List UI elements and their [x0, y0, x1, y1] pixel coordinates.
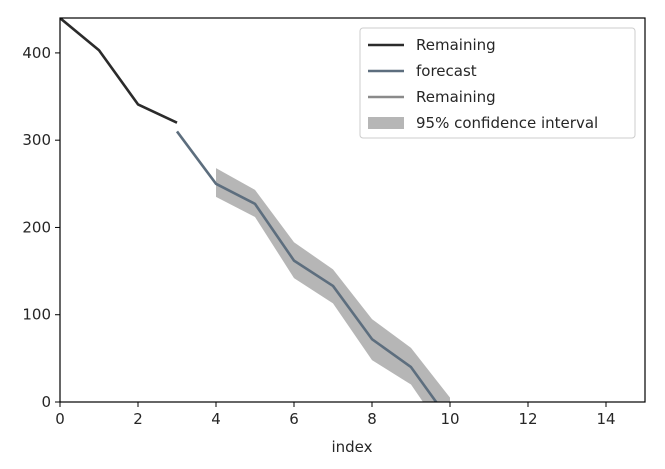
x-tick-label: 4	[211, 410, 221, 428]
legend-entry-label: Remaining	[416, 88, 496, 106]
legend-entry-label: Remaining	[416, 36, 496, 54]
x-tick-label: 2	[133, 410, 143, 428]
y-tick-label: 400	[22, 44, 51, 62]
axes-frame	[59, 17, 646, 403]
y-tick-label: 100	[22, 306, 51, 324]
x-tick-label: 14	[596, 410, 615, 428]
x-tick-label: 8	[367, 410, 377, 428]
plot-area	[60, 18, 450, 402]
legend-box	[359, 27, 636, 139]
x-tick-label: 0	[55, 410, 65, 428]
y-tick-label: 300	[22, 131, 51, 149]
confidence-band	[216, 168, 450, 402]
legend-entry-label: 95% confidence interval	[416, 114, 598, 132]
series-line-1	[175, 130, 438, 402]
x-tick-label: 6	[289, 410, 299, 428]
axes: 0 2 4 6 8 10 12 14 0 100 200 300 400	[22, 17, 646, 428]
series-line-0	[60, 18, 178, 124]
legend-swatch	[368, 117, 404, 129]
legend-entry-label: forecast	[416, 62, 477, 80]
x-tick-label: 10	[440, 410, 459, 428]
x-tick-label: 12	[518, 410, 537, 428]
legend: Remaining forecast Remaining 95% confidence…	[359, 27, 636, 139]
y-tick-label: 0	[41, 393, 51, 411]
y-tick-label: 200	[22, 218, 51, 236]
x-axis-label: index	[331, 438, 372, 456]
